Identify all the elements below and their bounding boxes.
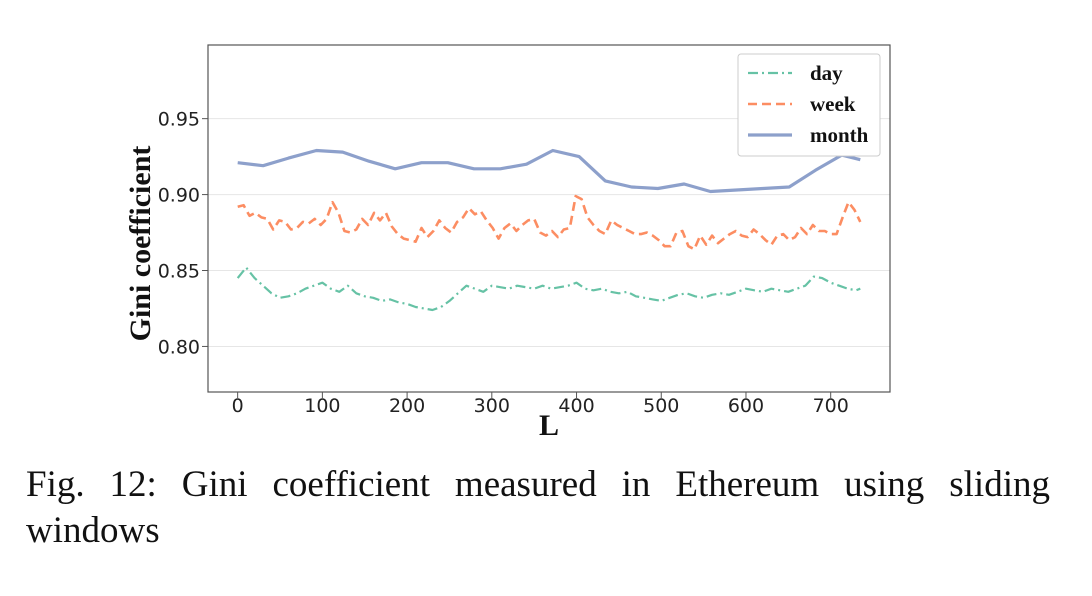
legend: day week month <box>737 53 881 157</box>
y-tick-label: 0.95 <box>158 109 200 131</box>
legend-label-month: month <box>810 123 869 147</box>
x-tick-label: 300 <box>474 395 510 417</box>
series-line-week <box>237 194 862 251</box>
x-tick-label: 500 <box>643 395 679 417</box>
series-line-day <box>236 266 861 312</box>
series-line-month <box>237 148 861 194</box>
y-axis-label: Gini coefficient <box>124 146 157 342</box>
ticks: 0.80 0.85 0.90 0.95 0 100 200 300 400 500 600 700 <box>158 109 849 417</box>
y-tick-label: 0.85 <box>158 261 200 283</box>
legend-label-week: week <box>810 92 856 116</box>
figure-caption: Fig. 12: Gini coefficient measured in Et… <box>26 464 1050 551</box>
plot-frame <box>207 44 891 393</box>
legend-box <box>737 53 881 157</box>
x-tick-label: 400 <box>558 395 594 417</box>
x-tick-label: 0 <box>232 395 244 417</box>
x-tick-label: 700 <box>813 395 849 417</box>
y-tick-label: 0.80 <box>158 336 200 358</box>
series-layer <box>236 148 862 312</box>
x-axis-label: L <box>539 409 559 442</box>
x-tick-label: 600 <box>728 395 764 417</box>
gini-chart: 0.80 0.85 0.90 0.95 0 100 200 300 400 500 600 700 L… <box>124 44 891 442</box>
y-tick-label: 0.90 <box>158 185 200 207</box>
legend-label-day: day <box>810 61 843 85</box>
x-tick-label: 200 <box>389 395 425 417</box>
x-tick-label: 100 <box>304 395 340 417</box>
